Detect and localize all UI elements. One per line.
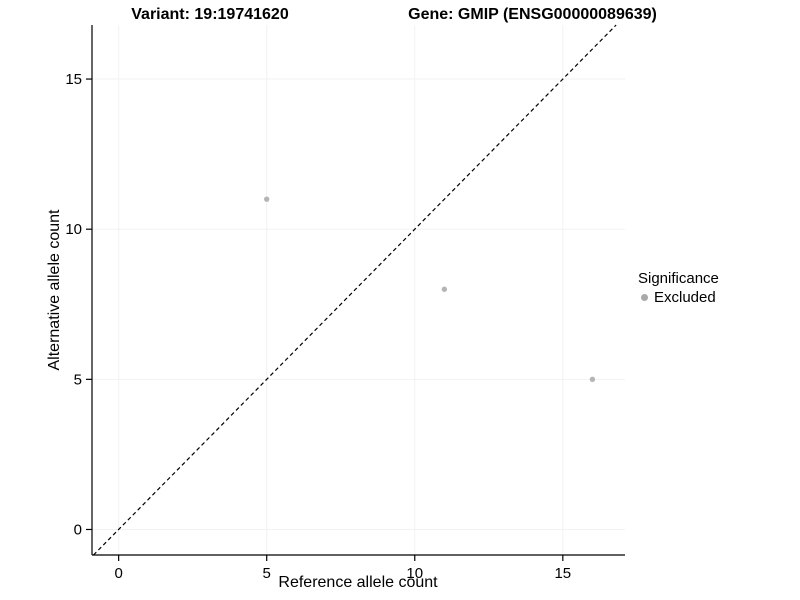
legend-title: Significance xyxy=(638,270,719,287)
y-tick-label: 15 xyxy=(65,71,82,88)
legend-key-dot-icon xyxy=(641,294,648,301)
y-tick-label: 0 xyxy=(74,521,82,538)
x-tick-label: 0 xyxy=(114,565,122,582)
plot-title-variant: Variant: 19:19741620 xyxy=(131,6,289,23)
legend-entry-label: Excluded xyxy=(654,289,716,306)
x-axis-label: Reference allele count xyxy=(278,574,438,591)
y-tick-label: 5 xyxy=(74,371,82,388)
y-tick-label: 10 xyxy=(65,221,82,238)
data-point xyxy=(589,376,596,383)
legend: Significance Excluded xyxy=(638,270,719,306)
x-tick-label: 10 xyxy=(406,565,423,582)
x-tick-label: 15 xyxy=(554,565,571,582)
legend-entry-excluded: Excluded xyxy=(638,289,719,306)
identity-line xyxy=(93,24,617,556)
data-point xyxy=(264,196,270,202)
y-axis-label: Alternative allele count xyxy=(46,209,63,371)
plot-title-gene: Gene: GMIP (ENSG00000089639) xyxy=(408,6,657,23)
x-tick-label: 5 xyxy=(263,565,271,582)
data-point xyxy=(441,286,448,292)
